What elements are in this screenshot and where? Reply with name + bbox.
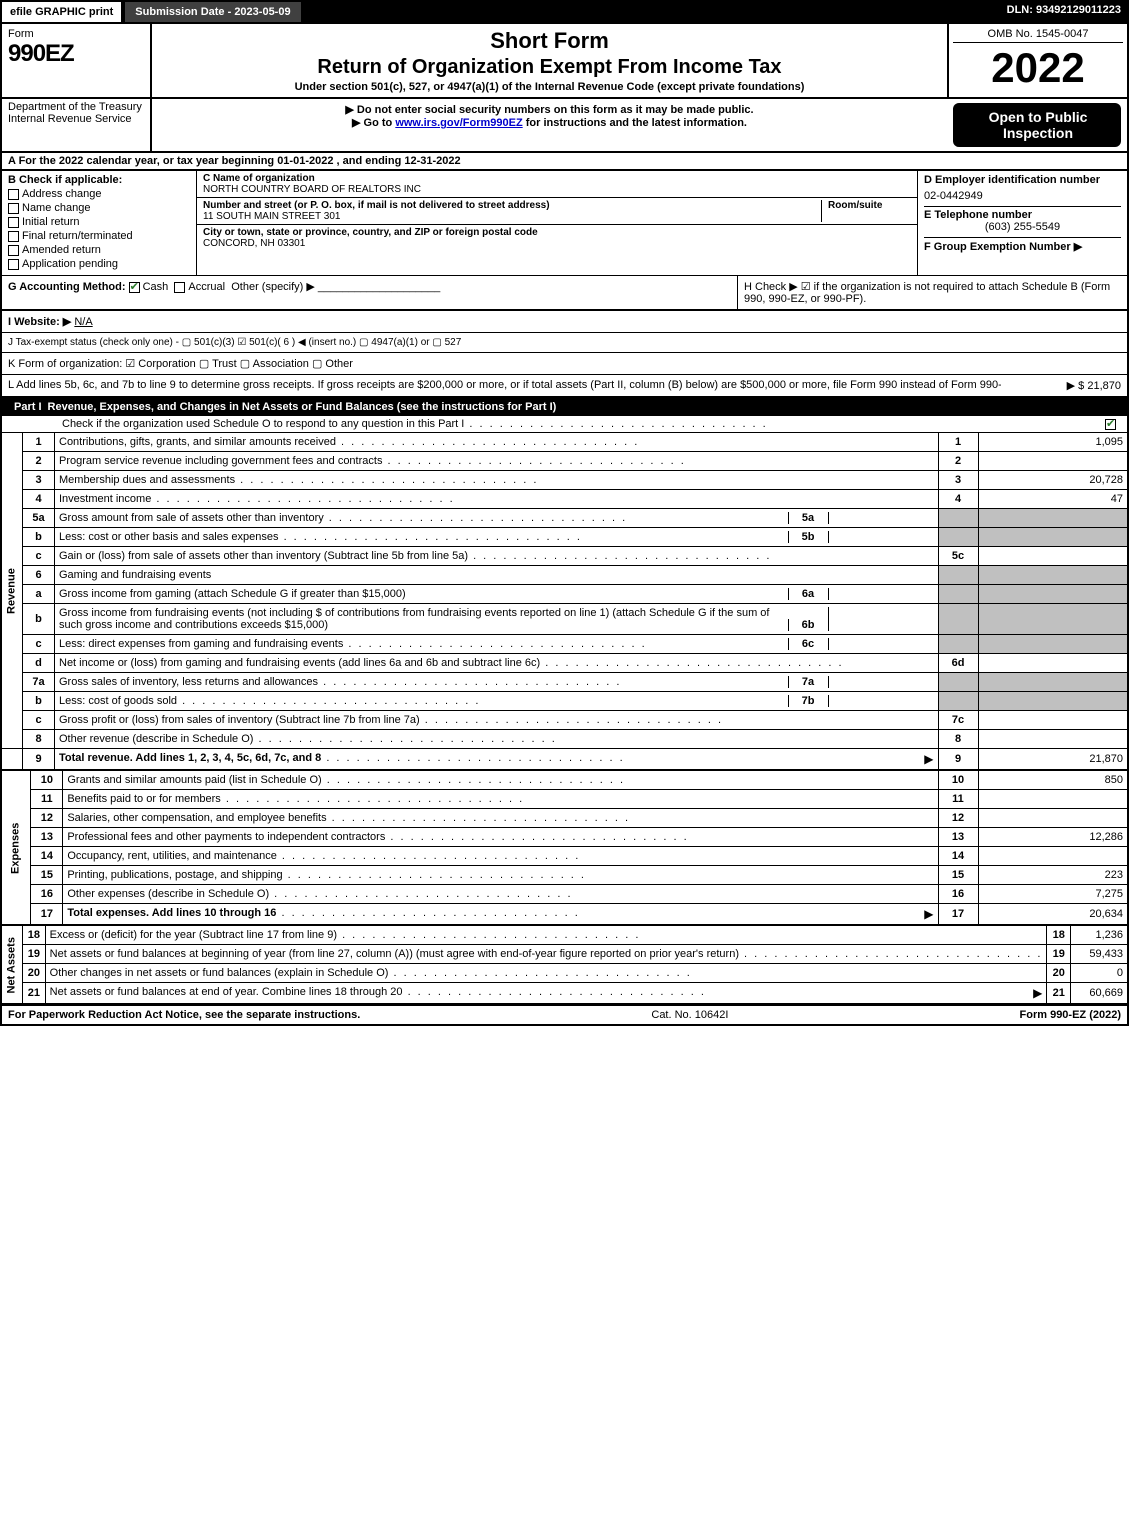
chk-cash[interactable] [129,282,140,293]
part1-label: Part I [8,401,48,413]
footer-form-ref: Form 990-EZ (2022) [1020,1009,1121,1021]
org-info-grid: B Check if applicable: Address change Na… [0,171,1129,275]
line-10-amount: 850 [978,771,1128,790]
line-15-amount: 223 [978,866,1128,885]
line-4-amount: 47 [978,490,1128,509]
l-gross-receipts: L Add lines 5b, 6c, and 7b to line 9 to … [0,375,1129,398]
row-a-calendar-year: A For the 2022 calendar year, or tax yea… [0,153,1129,171]
line-1-amount: 1,095 [978,433,1128,452]
line-9-amount: 21,870 [978,749,1128,770]
e-phone-label: E Telephone number [924,206,1121,221]
line-5c-amount [978,547,1128,566]
line-11-amount [978,790,1128,809]
revenue-section-label: Revenue [1,433,23,749]
org-name: NORTH COUNTRY BOARD OF REALTORS INC [203,184,421,195]
line-21-amount: 60,669 [1071,983,1128,1005]
f-group-label: F Group Exemption Number ▶ [924,237,1121,253]
expenses-section-label: Expenses [1,771,31,925]
line-2-amount [978,452,1128,471]
chk-initial-return[interactable]: Initial return [8,216,190,228]
line-16-amount: 7,275 [978,885,1128,904]
b-title: B Check if applicable: [8,174,190,186]
c-addr-label: Number and street (or P. O. box, if mail… [203,200,550,211]
footer-cat-no: Cat. No. 10642I [360,1009,1019,1021]
omb-number: OMB No. 1545-0047 [953,28,1123,43]
chk-name-change[interactable]: Name change [8,202,190,214]
chk-application-pending[interactable]: Application pending [8,258,190,270]
chk-address-change[interactable]: Address change [8,188,190,200]
h-schedule-b: H Check ▶ ☑ if the organization is not r… [737,276,1127,309]
irs-link[interactable]: www.irs.gov/Form990EZ [395,117,522,129]
line-7c-amount [978,711,1128,730]
g-label: G Accounting Method: [8,281,126,293]
page-footer: For Paperwork Reduction Act Notice, see … [0,1005,1129,1026]
form-number: 990EZ [8,40,144,68]
dln-label: DLN: 93492129011223 [999,0,1129,24]
tax-year: 2022 [953,47,1123,89]
line-12-amount [978,809,1128,828]
chk-amended-return[interactable]: Amended return [8,244,190,256]
expenses-table: Expenses 10Grants and similar amounts pa… [0,770,1129,925]
l-amount: ▶ $ 21,870 [1001,379,1121,392]
header-bottom: Department of the Treasury Internal Reve… [0,99,1129,153]
footer-left: For Paperwork Reduction Act Notice, see … [8,1009,360,1021]
k-form-org: K Form of organization: ☑ Corporation ▢ … [0,353,1129,375]
net-assets-section-label: Net Assets [1,926,23,1005]
phone-value: (603) 255-5549 [924,221,1121,233]
line-6d-amount [978,654,1128,673]
net-assets-table: Net Assets 18Excess or (deficit) for the… [0,925,1129,1005]
line-8-amount [978,730,1128,749]
top-bar: efile GRAPHIC print Submission Date - 20… [0,0,1129,24]
open-to-public: Open to Public Inspection [953,103,1121,147]
line-17-amount: 20,634 [978,904,1128,925]
chk-final-return[interactable]: Final return/terminated [8,230,190,242]
line-3-amount: 20,728 [978,471,1128,490]
org-address: 11 SOUTH MAIN STREET 301 [203,211,340,222]
department-label: Department of the Treasury Internal Reve… [2,99,152,151]
room-suite-label: Room/suite [828,200,882,211]
goto-instructions: ▶ Go to www.irs.gov/Form990EZ for instru… [158,116,941,129]
line-13-amount: 12,286 [978,828,1128,847]
form-header: Form 990EZ Short Form Return of Organiza… [0,24,1129,99]
line-19-amount: 59,433 [1071,945,1128,964]
chk-schedule-o[interactable] [1105,419,1116,430]
short-form-title: Short Form [158,28,941,54]
part1-title: Revenue, Expenses, and Changes in Net As… [48,401,1121,413]
line-14-amount [978,847,1128,866]
gh-row: G Accounting Method: Cash Accrual Other … [0,275,1129,311]
revenue-table: Revenue 1Contributions, gifts, grants, a… [0,432,1129,770]
j-tax-exempt: J Tax-exempt status (check only one) - ▢… [0,333,1129,353]
part1-header: Part I Revenue, Expenses, and Changes in… [0,398,1129,416]
c-name-label: C Name of organization [203,173,315,184]
efile-label: efile GRAPHIC print [0,0,123,24]
under-section: Under section 501(c), 527, or 4947(a)(1)… [158,81,941,93]
ein-value: 02-0442949 [924,190,1121,202]
form-word: Form [8,28,144,40]
line-18-amount: 1,236 [1071,926,1128,945]
submission-date: Submission Date - 2023-05-09 [123,0,302,24]
chk-accrual[interactable] [174,282,185,293]
line-20-amount: 0 [1071,964,1128,983]
d-ein-label: D Employer identification number [924,174,1121,186]
i-website-row: I Website: ▶ N/A [0,311,1129,333]
ssn-warning: ▶ Do not enter social security numbers o… [158,103,941,116]
org-city: CONCORD, NH 03301 [203,238,305,249]
return-title: Return of Organization Exempt From Incom… [158,56,941,79]
part1-sub: Check if the organization used Schedule … [0,416,1129,432]
website-value: N/A [74,316,92,328]
c-city-label: City or town, state or province, country… [203,227,538,238]
